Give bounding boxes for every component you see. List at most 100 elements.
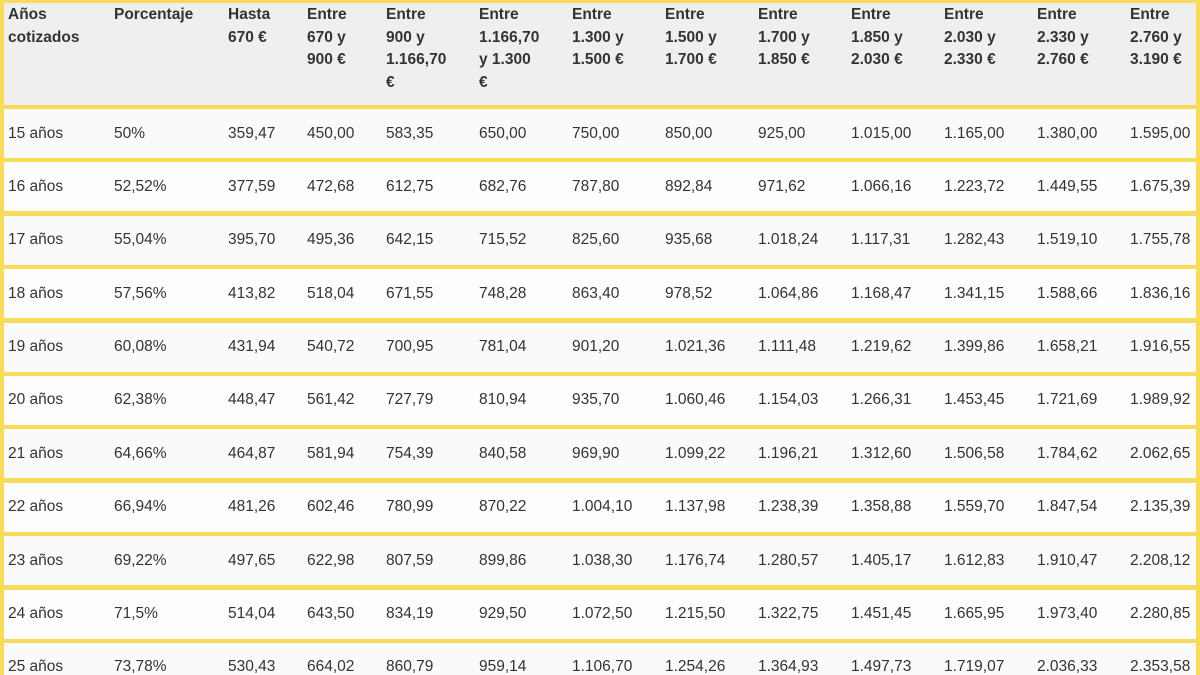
table-cell: 23 años (8, 551, 64, 569)
table-row: 22 años 66,94% 481,26 602,46 780,99 870,22 1.0… (4, 482, 1196, 532)
table-cell: 1.137,98 (665, 498, 726, 516)
table-cell: 1.721,69 (1037, 391, 1098, 409)
table-cell: 1.238,39 (758, 498, 819, 516)
table-cell: 57,56% (114, 284, 167, 302)
table-cell: 750,00 (572, 124, 620, 142)
table-cell: 825,60 (572, 231, 620, 249)
table-cell: 21 años (8, 444, 64, 462)
table-cell: 359,47 (228, 124, 276, 142)
table-cell: 16 años (8, 177, 64, 195)
table-cell: 2.280,85 (1130, 605, 1191, 623)
table-cell: 1.449,55 (1037, 177, 1098, 195)
table-body: 15 años 50% 359,47 450,00 583,35 650,00 750,00… (4, 109, 1196, 675)
table-cell: 1.364,93 (758, 658, 819, 675)
table-cell: 1.665,95 (944, 605, 1005, 623)
table-cell: 925,00 (758, 124, 806, 142)
table-cell: 807,59 (386, 551, 434, 569)
table-cell: 1.612,83 (944, 551, 1005, 569)
column-header: Hasta 670 € (228, 6, 271, 46)
table-row: 23 años 69,22% 497,65 622,98 807,59 899,86 1.0… (4, 536, 1196, 586)
column-header: Entre 1.850 y 2.030 € (851, 6, 903, 68)
table-cell: 55,04% (114, 231, 167, 249)
table-cell: 780,99 (386, 498, 434, 516)
table-cell: 18 años (8, 284, 64, 302)
table-cell: 1.064,86 (758, 284, 819, 302)
table-cell: 1.784,62 (1037, 444, 1098, 462)
table-cell: 1.405,17 (851, 551, 912, 569)
table-cell: 1.176,74 (665, 551, 726, 569)
table-cell: 1.847,54 (1037, 498, 1098, 516)
table-cell: 899,86 (479, 551, 527, 569)
table-cell: 50% (114, 124, 146, 142)
table-cell: 901,20 (572, 338, 620, 356)
table-cell: 464,87 (228, 444, 276, 462)
table-cell: 810,94 (479, 391, 527, 409)
table-cell: 518,04 (307, 284, 355, 302)
column-header: Entre 2.030 y 2.330 € (944, 6, 996, 68)
table-row: 15 años 50% 359,47 450,00 583,35 650,00 750,00… (4, 109, 1196, 158)
table-row: 25 años 73,78% 530,43 664,02 860,79 959,14 1.1… (4, 642, 1196, 675)
table-cell: 497,65 (228, 551, 276, 569)
table-cell: 1.399,86 (944, 338, 1005, 356)
table-cell: 2.353,58 (1130, 658, 1191, 675)
table-cell: 840,58 (479, 444, 527, 462)
table-cell: 834,19 (386, 605, 434, 623)
column-header: Entre 1.300 y 1.500 € (572, 6, 624, 68)
table-cell: 1.015,00 (851, 124, 912, 142)
pension-table: Años cotizados Porcentaje Hasta 670 € Entre… (4, 3, 1196, 675)
table-cell: 1.117,31 (851, 231, 911, 249)
table-row: 20 años 62,38% 448,47 561,42 727,79 810,94 935… (4, 375, 1196, 425)
table-cell: 642,15 (386, 231, 434, 249)
table-cell: 2.208,12 (1130, 551, 1191, 569)
column-header: Porcentaje (114, 6, 194, 23)
table-cell: 1.916,55 (1130, 338, 1191, 356)
table-cell: 1.254,26 (665, 658, 726, 675)
table-cell: 1.380,00 (1037, 124, 1098, 142)
table-cell: 602,46 (307, 498, 355, 516)
table-cell: 1.168,47 (851, 284, 912, 302)
column-header: Entre 2.760 y 3.190 € (1130, 6, 1182, 68)
table-cell: 540,72 (307, 338, 355, 356)
table-cell: 450,00 (307, 124, 355, 142)
table-cell: 650,00 (479, 124, 527, 142)
table-cell: 561,42 (307, 391, 355, 409)
table-cell: 1.219,62 (851, 338, 912, 356)
column-header: Entre 670 y 900 € (307, 6, 347, 68)
table-cell: 514,04 (228, 605, 276, 623)
table-cell: 1.215,50 (665, 605, 726, 623)
table-cell: 530,43 (228, 658, 276, 675)
table-cell: 1.755,78 (1130, 231, 1191, 249)
table-cell: 22 años (8, 498, 64, 516)
table-row: 18 años 57,56% 413,82 518,04 671,55 748,28 863… (4, 269, 1196, 319)
table-cell: 850,00 (665, 124, 713, 142)
table-cell: 671,55 (386, 284, 434, 302)
table-cell: 1.588,66 (1037, 284, 1098, 302)
table-row: 17 años 55,04% 395,70 495,36 642,15 715,52 825… (4, 215, 1196, 265)
table-cell: 754,39 (386, 444, 434, 462)
table-cell: 978,52 (665, 284, 713, 302)
table-cell: 73,78% (114, 658, 167, 675)
table-cell: 870,22 (479, 498, 527, 516)
table-cell: 1.453,45 (944, 391, 1005, 409)
table-cell: 1.497,73 (851, 658, 912, 675)
table-cell: 1.973,40 (1037, 605, 1098, 623)
table-cell: 781,04 (479, 338, 527, 356)
table-cell: 581,94 (307, 444, 355, 462)
table-cell: 1.341,15 (944, 284, 1005, 302)
table-cell: 448,47 (228, 391, 276, 409)
column-header: Entre 900 y 1.166,70 € (386, 6, 447, 91)
table-cell: 929,50 (479, 605, 527, 623)
table-cell: 1.658,21 (1037, 338, 1098, 356)
table-cell: 69,22% (114, 551, 167, 569)
table-cell: 1.038,30 (572, 551, 633, 569)
table-cell: 935,68 (665, 231, 713, 249)
table-cell: 1.280,57 (758, 551, 819, 569)
column-header: Años cotizados (8, 6, 80, 46)
table-cell: 52,52% (114, 177, 167, 195)
table-cell: 25 años (8, 658, 64, 675)
table-cell: 1.021,36 (665, 338, 726, 356)
table-cell: 19 años (8, 338, 64, 356)
table-cell: 1.072,50 (572, 605, 633, 623)
table-cell: 1.018,24 (758, 231, 819, 249)
table-cell: 1.266,31 (851, 391, 912, 409)
